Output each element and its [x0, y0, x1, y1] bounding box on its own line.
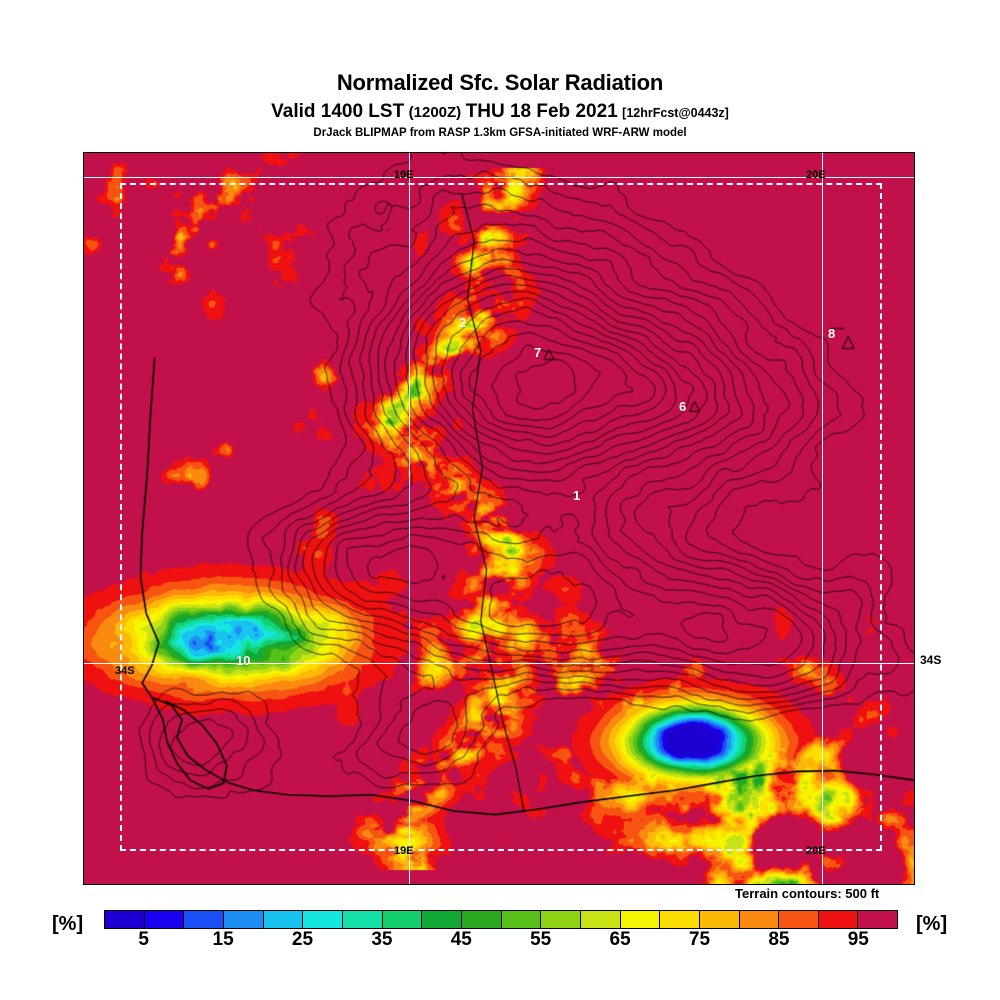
- colorbar-tick-25: 25: [291, 929, 314, 950]
- colorbar-segment-15: [699, 911, 740, 928]
- colorbar-segment-8: [422, 911, 462, 928]
- valid-time-local: Valid 1400 LST: [271, 101, 405, 122]
- grid-label-34s-right: 34S: [920, 653, 942, 667]
- page-title: Normalized Sfc. Solar Radiation: [336, 70, 664, 95]
- colorbar-segment-4: [263, 911, 304, 928]
- model-credit-line: DrJack BLIPMAP from RASP 1.3km GFSA-init…: [313, 127, 687, 139]
- colorbar-segment-17: [779, 911, 819, 928]
- colorbar-segment-12: [580, 911, 621, 928]
- colorbar-segment-7: [382, 911, 423, 928]
- valid-time-line: Valid 1400 LST (1200Z) THU 18 Feb 2021 […: [0, 102, 1000, 121]
- colorbar-segment-16: [739, 911, 780, 928]
- terrain-contour-note: Terrain contours: 500 ft: [735, 886, 880, 901]
- colorbar-tick-75: 75: [688, 929, 711, 950]
- colorbar-segment-14: [660, 911, 700, 928]
- colorbar-segment-3: [223, 911, 264, 928]
- colorbar-tick-labels: 5 15 25 35 45 55 65 75 85 95: [104, 929, 898, 957]
- forecast-tag: [12hrFcst@0443z]: [622, 106, 729, 120]
- valid-time-utc: (1200Z): [408, 104, 462, 121]
- colorbar-tick-35: 35: [371, 929, 393, 950]
- valid-date: THU 18 Feb 2021: [465, 101, 618, 122]
- title-block: Normalized Sfc. Solar Radiation Valid 14…: [0, 0, 1000, 140]
- colorbar-unit-left: [%]: [52, 913, 84, 935]
- colorbar-segment-1: [144, 911, 185, 928]
- colorbar-row: [%] [%] 5 15 25 35 45 55 65 75 85 95: [0, 905, 1000, 965]
- colorbar-segment-11: [541, 911, 581, 928]
- colorbar-segment-2: [184, 911, 224, 928]
- colorbar-segment-18: [818, 911, 859, 928]
- colorbar-tick-85: 85: [768, 929, 790, 950]
- colorbar-segment-9: [461, 911, 502, 928]
- colorbar-segment-6: [342, 911, 383, 928]
- colorbar-segment-0: [105, 911, 145, 928]
- colorbar-tick-5: 5: [138, 929, 149, 950]
- colorbar-segment-19: [858, 911, 898, 928]
- colorbar-scale[interactable]: [104, 910, 898, 929]
- colorbar-tick-95: 95: [847, 929, 869, 950]
- colorbar-tick-65: 65: [609, 929, 631, 950]
- colorbar-segment-5: [303, 911, 343, 928]
- colorbar-segment-13: [620, 911, 661, 928]
- colorbar-unit-right: [%]: [916, 913, 948, 935]
- colorbar-tick-15: 15: [212, 929, 234, 950]
- colorbar-segment-10: [501, 911, 542, 928]
- colorbar-tick-45: 45: [450, 929, 472, 950]
- radiation-field-canvas: [84, 153, 914, 884]
- solar-radiation-map[interactable]: 19E 20E 19E 20E 34S 2 7 8 6 1 10: [83, 152, 915, 885]
- colorbar-tick-55: 55: [530, 929, 552, 950]
